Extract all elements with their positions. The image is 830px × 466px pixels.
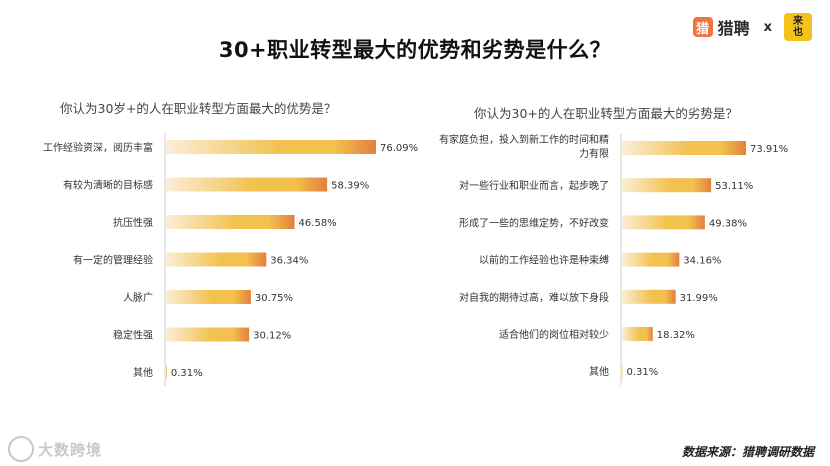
category-label: 有家庭负担，投入到新工作的时间和精力有限 — [439, 133, 609, 160]
value-label: 73.91% — [750, 144, 788, 155]
bar — [622, 141, 746, 155]
partner-logo-line1: 来 — [793, 16, 803, 27]
value-label: 53.11% — [715, 181, 753, 192]
category-label-line: 有一定的管理经验 — [73, 254, 153, 267]
data-source: 数据来源：猎聘调研数据 — [681, 445, 814, 459]
bar — [166, 140, 376, 154]
category-label-line: 抗压性强 — [113, 216, 153, 229]
value-label: 30.12% — [253, 331, 291, 342]
bar — [622, 178, 712, 193]
category-label: 有较为清晰的目标感 — [63, 179, 153, 192]
value-label: 36.34% — [270, 256, 308, 267]
category-label: 对自我的期待过高，难以放下身段 — [459, 291, 609, 304]
category-label-line: 稳定性强 — [113, 329, 153, 342]
category-label-line: 有家庭负担，投入到新工作的时间和精 — [439, 133, 609, 146]
category-label-line: 对一些行业和职业而言，起步晚了 — [459, 179, 609, 192]
bar — [622, 364, 623, 379]
watermark-logo-icon — [8, 436, 34, 462]
category-label: 人脉广 — [123, 291, 153, 304]
bar — [166, 215, 295, 229]
brand-name: 猎聘 — [717, 19, 750, 38]
watermark: 大数跨境 — [8, 436, 102, 462]
category-label: 有一定的管理经验 — [73, 254, 153, 267]
category-label-line: 有较为清晰的目标感 — [63, 179, 153, 192]
value-label: 46.58% — [299, 218, 337, 229]
category-label-line: 以前的工作经验也许是种束缚 — [479, 254, 609, 267]
category-label: 工作经验资深，阅历丰富 — [43, 141, 153, 154]
right-bar-chart: 有家庭负担，投入到新工作的时间和精力有限 73.91% 对一些行业和职业而言，起步晚… — [439, 133, 788, 386]
value-label: 0.31% — [171, 368, 203, 379]
category-label: 抗压性强 — [113, 216, 153, 229]
partner-logo-line2: 也 — [793, 27, 803, 38]
category-label-line: 适合他们的岗位相对较少 — [499, 328, 609, 341]
category-label: 适合他们的岗位相对较少 — [499, 328, 609, 341]
category-label-line: 其他 — [589, 365, 609, 378]
liepin-logo-icon: 猎 — [692, 17, 713, 37]
category-label-line: 对自我的期待过高，难以放下身段 — [459, 291, 609, 304]
bar — [622, 215, 705, 230]
value-label: 0.31% — [627, 367, 659, 378]
brand-logos: 猎 猎聘 x 来 也 — [692, 12, 812, 42]
category-label-line: 力有限 — [579, 147, 609, 160]
left-panel-title: 你认为30岁+的人在职业转型方面最大的优势是？ — [60, 101, 337, 116]
bar — [166, 365, 167, 379]
category-label: 稳定性强 — [113, 329, 153, 342]
category-label: 其他 — [589, 365, 609, 378]
category-label: 形成了一些的思维定势，不好改变 — [459, 216, 609, 229]
value-label: 30.75% — [255, 293, 293, 304]
bar — [166, 327, 250, 342]
partner-logo-icon: 来 也 — [784, 13, 812, 41]
bar — [166, 252, 267, 267]
bar — [622, 252, 680, 267]
category-label: 其他 — [133, 366, 153, 379]
chart-title: 30+职业转型最大的优势和劣势是什么？ — [218, 38, 612, 62]
value-label: 34.16% — [683, 256, 721, 267]
value-label: 49.38% — [709, 218, 747, 229]
left-bar-chart: 工作经验资深，阅历丰富 76.09% 有较为清晰的目标感 58.39% 抗压性强 46.5… — [43, 133, 418, 386]
category-label: 对一些行业和职业而言，起步晚了 — [459, 179, 609, 192]
right-panel-title: 你认为30+的人在职业转型方面最大的劣势是？ — [474, 106, 738, 121]
bar — [622, 289, 676, 304]
category-label-line: 形成了一些的思维定势，不好改变 — [459, 216, 609, 229]
category-label-line: 其他 — [133, 366, 153, 379]
category-label: 以前的工作经验也许是种束缚 — [479, 254, 609, 267]
bar — [166, 290, 251, 304]
value-label: 18.32% — [657, 330, 695, 341]
brand-separator: x — [763, 19, 772, 35]
category-label-line: 工作经验资深，阅历丰富 — [43, 141, 153, 154]
value-label: 76.09% — [380, 143, 418, 154]
bar — [166, 177, 328, 192]
category-label-line: 人脉广 — [123, 291, 153, 304]
watermark-text: 大数跨境 — [38, 440, 103, 459]
value-label: 58.39% — [331, 181, 369, 192]
bar — [622, 327, 653, 341]
value-label: 31.99% — [680, 293, 718, 304]
